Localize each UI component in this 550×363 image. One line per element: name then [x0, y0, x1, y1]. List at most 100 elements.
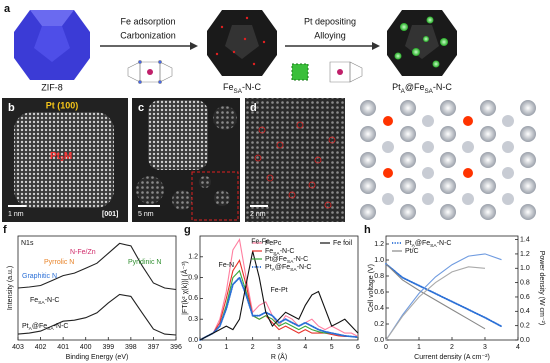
legend-label-part: SA [273, 251, 280, 257]
legend-label-part: A [272, 267, 276, 273]
series-line [385, 253, 502, 341]
series-line [199, 258, 359, 341]
atom [400, 204, 416, 220]
single-atoms [254, 121, 336, 209]
atom [400, 152, 416, 168]
legend-label-part: -N-C [437, 240, 452, 247]
y-tick-label: 0.2 [374, 321, 384, 328]
y-tick-label: 0.4 [374, 305, 384, 312]
atom [400, 126, 416, 142]
x-tick-label: 403 [12, 344, 24, 351]
x-axis-label: R (Å) [271, 352, 287, 361]
atom [520, 126, 536, 142]
product-label-part: A [401, 88, 406, 95]
legend-label: FeSA-N-C [265, 248, 294, 257]
atom [440, 152, 456, 168]
legend-label: PtA@FeSA-N-C [405, 240, 451, 249]
x-tick-label: 400 [80, 344, 92, 351]
atom [422, 167, 434, 179]
peak-label: N-Fe/Zn [70, 249, 96, 256]
product-label-part: SA [424, 88, 433, 95]
x-tick-label: 0 [198, 344, 202, 351]
atom [480, 126, 496, 142]
series-label-part: @Fe [32, 323, 47, 330]
y-tick-label: 1.2 [374, 241, 384, 248]
atom [360, 152, 376, 168]
atom [440, 178, 456, 194]
haadf-image [245, 98, 345, 222]
precursor-label: ZIF-8 [41, 82, 63, 92]
y2-tick-label: 0.6 [520, 294, 530, 301]
molecule-sketch [127, 60, 173, 84]
phase-label-part: M [64, 151, 72, 162]
atom [440, 126, 456, 142]
series-label-part: Pt [22, 323, 29, 330]
x-axis-label: Current density (A cm⁻²) [414, 354, 490, 361]
series-line [385, 263, 486, 330]
x-axis-label: Binding Energy (eV) [66, 354, 129, 361]
x-tick-label: 3 [483, 344, 487, 351]
atom [520, 152, 536, 168]
arrow-head [372, 42, 380, 50]
atom [360, 204, 376, 220]
product-label: PtA@FeSA-N-C [392, 82, 452, 95]
atom [400, 178, 416, 194]
atom [382, 141, 394, 153]
legend-label-part: Fe [265, 248, 273, 255]
peak-label: Graphitic N [22, 273, 57, 280]
peak-label: Fe-Pt [270, 287, 287, 294]
series-label-part: -N-C [45, 297, 60, 304]
legend-label-part: Fe foil [333, 240, 353, 247]
fe-sa-crystal [207, 10, 277, 76]
legend-label: FePc [265, 240, 282, 247]
zone-label: [001] [102, 211, 118, 218]
atom [360, 178, 376, 194]
peak-label: Pyrrolic N [44, 259, 74, 266]
legend-label-part: SA [430, 243, 437, 249]
legend-label-part: FePc [265, 240, 282, 247]
facet-label: Pt (100) [46, 100, 79, 110]
atom [440, 204, 456, 220]
fe-atom [463, 116, 473, 126]
series-label-part: SA [47, 326, 54, 332]
legend-label-part: -N-C [293, 256, 308, 263]
x-tick-label: 1 [224, 344, 228, 351]
panel-label: a [4, 3, 11, 15]
peak-label: Pyridinic N [128, 259, 161, 266]
series-line [17, 242, 177, 291]
y-tick-label: 0.6 [374, 289, 384, 296]
legend-label-part: @Fe [415, 240, 430, 247]
series-label: PtA@FeSA-N-C [22, 323, 68, 332]
step-label: Alloying [314, 30, 346, 40]
legend-label-part: -N-C [297, 264, 312, 271]
atom [502, 141, 514, 153]
panel-label: h [364, 224, 371, 236]
y-tick-label: 1.2 [188, 254, 198, 261]
panel-label: f [3, 224, 7, 236]
x-tick-label: 4 [303, 344, 307, 351]
panel-label: c [138, 102, 144, 114]
x-tick-label: 398 [125, 344, 137, 351]
atom [480, 204, 496, 220]
x-tick-label: 3 [277, 344, 281, 351]
x-tick-label: 6 [356, 344, 360, 351]
series-line [385, 266, 486, 341]
atom [520, 178, 536, 194]
series-line [17, 293, 177, 336]
fe-atom [463, 168, 473, 178]
y-tick-label: 0.0 [374, 337, 384, 344]
atom [462, 193, 474, 205]
nanoparticle [14, 112, 114, 208]
series-line [199, 275, 359, 341]
product-label-part: SA [234, 88, 243, 95]
x-tick-label: 2 [251, 344, 255, 351]
atom [360, 126, 376, 142]
particles [136, 100, 237, 210]
y-axis-label: Intensity (a.u.) [7, 266, 14, 310]
x-tick-label: 0 [384, 344, 388, 351]
molecule-sketch [329, 61, 363, 83]
x-tick-label: 401 [57, 344, 69, 351]
legend-label-part: -N-C [280, 248, 295, 255]
y2-tick-label: 1.2 [520, 251, 530, 258]
peak-label: Fe-N [219, 262, 235, 269]
